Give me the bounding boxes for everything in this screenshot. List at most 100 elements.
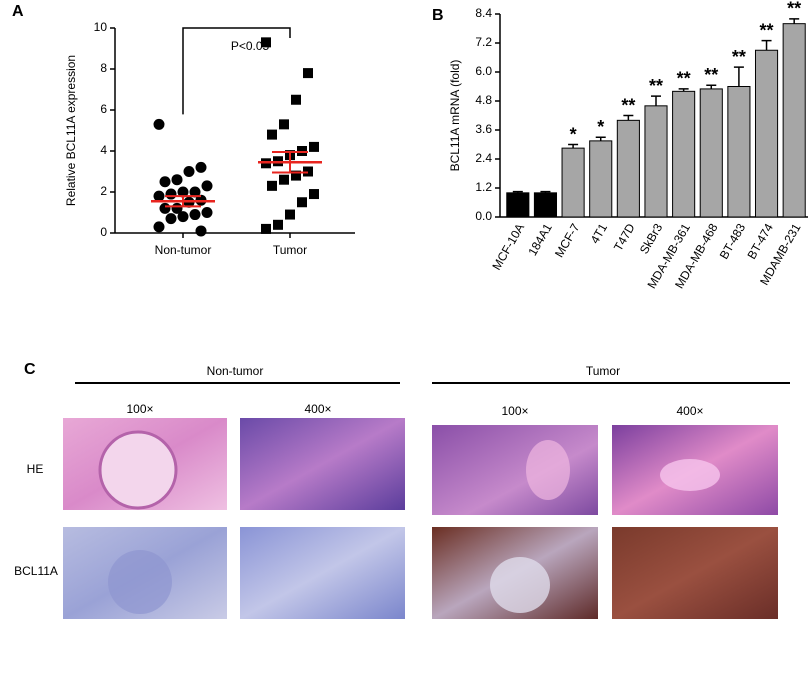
- data-point: [291, 170, 301, 181]
- significance-label: **: [677, 69, 691, 89]
- data-point: [309, 141, 319, 152]
- significance-label: **: [732, 47, 746, 67]
- data-point: [291, 94, 301, 105]
- error-bar: [761, 39, 772, 51]
- data-point: [195, 161, 207, 173]
- magnification: 400×: [304, 402, 331, 416]
- bar: [589, 140, 613, 218]
- x-tick-label: Tumor: [273, 243, 307, 257]
- data-point: [171, 174, 183, 186]
- significance-label: **: [787, 0, 801, 19]
- data-point: [297, 197, 307, 208]
- y-axis-label: BCL11A mRNA (fold): [448, 60, 462, 172]
- significance-label: **: [760, 20, 774, 40]
- bar: [644, 105, 668, 218]
- group-label: Tumor: [586, 364, 620, 378]
- y-tick-label: 4.8: [475, 93, 492, 107]
- data-point: [279, 174, 289, 185]
- y-tick-label: 6: [100, 102, 107, 116]
- data-point: [165, 213, 177, 225]
- data-point: [189, 186, 201, 198]
- bar: [782, 23, 806, 218]
- y-tick-label: 8: [100, 61, 107, 75]
- error-bar: [623, 114, 634, 121]
- significance-label: **: [649, 76, 663, 96]
- magnification: 100×: [501, 404, 528, 418]
- data-point: [267, 129, 277, 140]
- data-point: [195, 225, 207, 237]
- x-tick-label: Non-tumor: [155, 243, 212, 257]
- y-tick-label: 7.2: [475, 35, 492, 49]
- error-bar: [789, 18, 800, 24]
- bar: [754, 49, 779, 218]
- panel-label: C: [24, 361, 36, 378]
- data-point: [189, 209, 201, 221]
- y-tick-label: 0.0: [475, 209, 492, 223]
- y-tick-label: 3.6: [475, 122, 492, 136]
- x-tick-label: 184A1: [525, 221, 555, 258]
- x-tick-label: SkBr3: [637, 221, 666, 257]
- micrograph: [240, 418, 405, 510]
- tissue-feature: [98, 430, 178, 510]
- bar: [561, 147, 585, 218]
- bar: [699, 88, 723, 218]
- y-tick-label: 4: [100, 143, 107, 157]
- row-label: BCL11A: [14, 564, 58, 578]
- data-point: [201, 180, 213, 192]
- magnification: 400×: [676, 404, 703, 418]
- data-point: [159, 202, 171, 214]
- significance-label: **: [621, 95, 635, 115]
- significance-bracket: [182, 27, 291, 115]
- micrograph: [240, 527, 405, 619]
- y-tick-label: 0: [100, 225, 107, 239]
- data-point: [309, 189, 319, 200]
- error-bar: [595, 136, 606, 141]
- error-bar: [651, 95, 661, 106]
- tissue-feature: [660, 459, 720, 491]
- data-point: [183, 166, 195, 177]
- data-point: [285, 209, 295, 220]
- significance-label: **: [704, 65, 718, 85]
- y-tick-label: 6.0: [475, 64, 492, 78]
- data-point: [165, 188, 177, 200]
- data-point: [153, 118, 165, 130]
- y-tick-label: 8.4: [475, 6, 492, 20]
- data-point: [297, 146, 307, 156]
- tissue-feature: [526, 440, 570, 500]
- y-tick-label: 2: [100, 184, 107, 198]
- panel-c: C Non-tumor Tumor 100× 400× 100× 400× HE…: [14, 361, 790, 619]
- sem-bar: [165, 195, 201, 208]
- panel-label: B: [432, 7, 444, 24]
- panel-a: A 0 2 4 6 8 10 Relative BCL11A expression Non-tu…: [12, 3, 355, 257]
- x-tick-label: BT-483: [717, 221, 749, 262]
- x-tick-label: T47D: [611, 221, 638, 254]
- bar: [533, 192, 558, 218]
- data-point: [177, 186, 189, 198]
- error-bar: [706, 84, 717, 89]
- tissue-feature: [108, 550, 172, 614]
- micrograph: [432, 425, 598, 515]
- bar: [727, 86, 751, 218]
- bar: [672, 90, 696, 218]
- error-bar: [733, 66, 744, 87]
- data-point: [177, 211, 189, 223]
- y-tick-label: 1.2: [475, 180, 492, 194]
- data-point: [159, 176, 171, 188]
- sem-bar: [272, 151, 308, 174]
- data-point: [261, 37, 271, 48]
- bar: [616, 119, 640, 218]
- data-point: [279, 119, 289, 130]
- group-label: Non-tumor: [207, 364, 264, 378]
- significance-label: *: [570, 124, 577, 144]
- bar: [506, 192, 530, 218]
- data-point: [303, 166, 313, 177]
- x-tick-label: MCF-7: [552, 221, 583, 260]
- y-axis-label: Relative BCL11A expression: [64, 55, 78, 206]
- tissue-feature: [490, 557, 550, 613]
- y-tick-label: 2.4: [475, 151, 492, 165]
- data-point: [267, 180, 277, 191]
- panel-label: A: [12, 3, 24, 20]
- data-point: [201, 207, 213, 218]
- data-point: [273, 219, 283, 230]
